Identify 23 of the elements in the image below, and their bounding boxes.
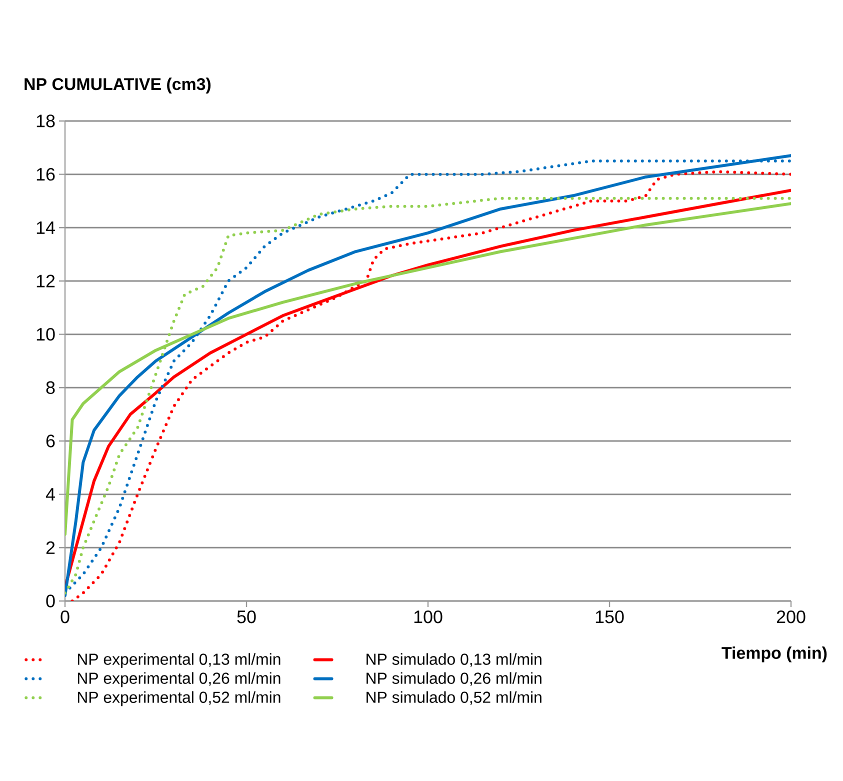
- legend-label: NP experimental 0,52 ml/min: [78, 691, 280, 706]
- legend-label: NP simulado 0,26 ml/min: [366, 672, 542, 686]
- x-axis-title: Tiempo (min): [722, 646, 827, 662]
- y-tick-label: 12: [36, 274, 55, 288]
- x-tick-label: 150: [596, 610, 624, 624]
- x-tick-label: 200: [776, 610, 806, 624]
- y-tick-label: 18: [36, 114, 55, 128]
- y-tick-label: 10: [36, 328, 55, 341]
- y-tick-label: 14: [36, 221, 55, 234]
- x-tick-label: 100: [414, 610, 442, 624]
- legend-label: NP experimental 0,13 ml/min: [78, 653, 280, 668]
- y-tick-label: 6: [46, 434, 55, 448]
- legend-label: NP simulado 0,13 ml/min: [366, 653, 542, 667]
- y-tick-label: 16: [36, 168, 55, 181]
- x-tick-label: 50: [237, 610, 256, 624]
- legend-label: NP experimental 0,26 ml/min: [78, 672, 280, 688]
- y-tick-label: 8: [46, 381, 55, 394]
- y-tick-label: 2: [46, 541, 55, 554]
- y-axis-title: NP CUMULATIVE (cm3): [24, 78, 211, 94]
- y-tick-label: 4: [46, 488, 55, 500]
- legend-label: NP simulado 0,52 ml/min: [366, 691, 542, 705]
- x-tick-label: 0: [60, 610, 70, 624]
- y-tick-label: 0: [46, 594, 55, 608]
